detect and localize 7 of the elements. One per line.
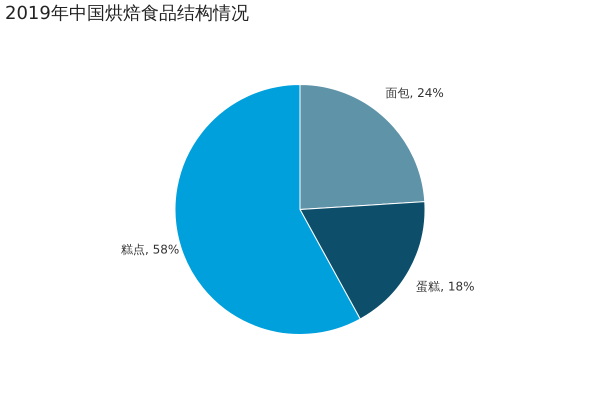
data-label: , 18%: [440, 280, 475, 294]
slice-label: 蛋糕: [416, 280, 440, 294]
slice-label: 面包: [386, 86, 410, 100]
data-label: , 24%: [410, 86, 444, 100]
chart-title: 2019年中国烘焙食品结构情况: [5, 3, 249, 24]
data-label: , 58%: [145, 242, 180, 256]
slice-label: 糕点: [121, 242, 146, 256]
